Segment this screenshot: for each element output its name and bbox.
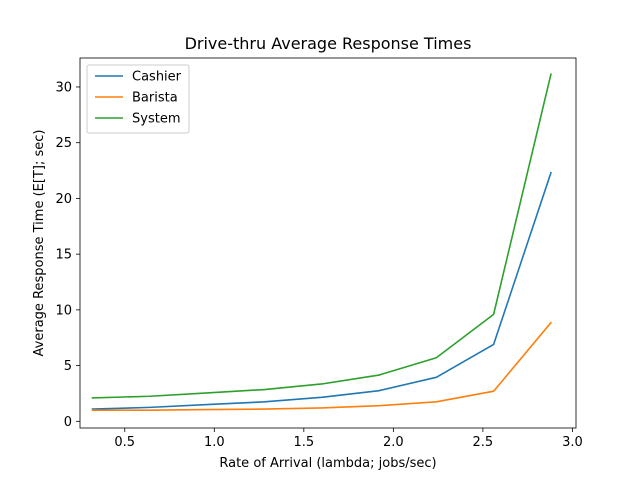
y-tick-label: 15 [55, 248, 72, 263]
y-tick-label: 0 [64, 415, 72, 430]
series-lines [91, 73, 553, 411]
series-line-cashier [91, 171, 552, 410]
legend-label-system: System [132, 112, 180, 127]
x-tick-label: 0.5 [114, 435, 135, 450]
x-tick-label: 3.0 [562, 435, 583, 450]
x-tick-label: 2.5 [473, 435, 494, 450]
series-line-barista [91, 321, 553, 411]
legend-label-cashier: Cashier [132, 70, 182, 85]
x-tick-label: 2.0 [383, 435, 404, 450]
legend-box [86, 64, 190, 134]
chart-title: Drive-thru Average Response Times [185, 34, 472, 53]
y-tick-label: 5 [64, 359, 72, 374]
y-tick-label: 30 [55, 80, 72, 95]
legend-label-barista: Barista [132, 91, 178, 106]
x-axis-ticks: 0.5 1.0 1.5 2.0 2.5 3.0 [114, 428, 583, 450]
x-tick-label: 1.5 [293, 435, 314, 450]
plot-frame [79, 57, 577, 429]
y-tick-label: 25 [55, 136, 72, 151]
legend: Cashier Barista System [86, 64, 190, 134]
x-tick-label: 1.0 [204, 435, 225, 450]
y-tick-label: 10 [55, 303, 72, 318]
y-tick-label: 20 [55, 192, 72, 207]
y-axis-ticks: 0 5 10 15 20 25 30 [55, 80, 80, 430]
y-axis-label: Average Response Time (E[T]; sec) [32, 130, 47, 357]
x-axis-label: Rate of Arrival (lambda; jobs/sec) [219, 456, 436, 471]
series-line-system [91, 73, 552, 399]
